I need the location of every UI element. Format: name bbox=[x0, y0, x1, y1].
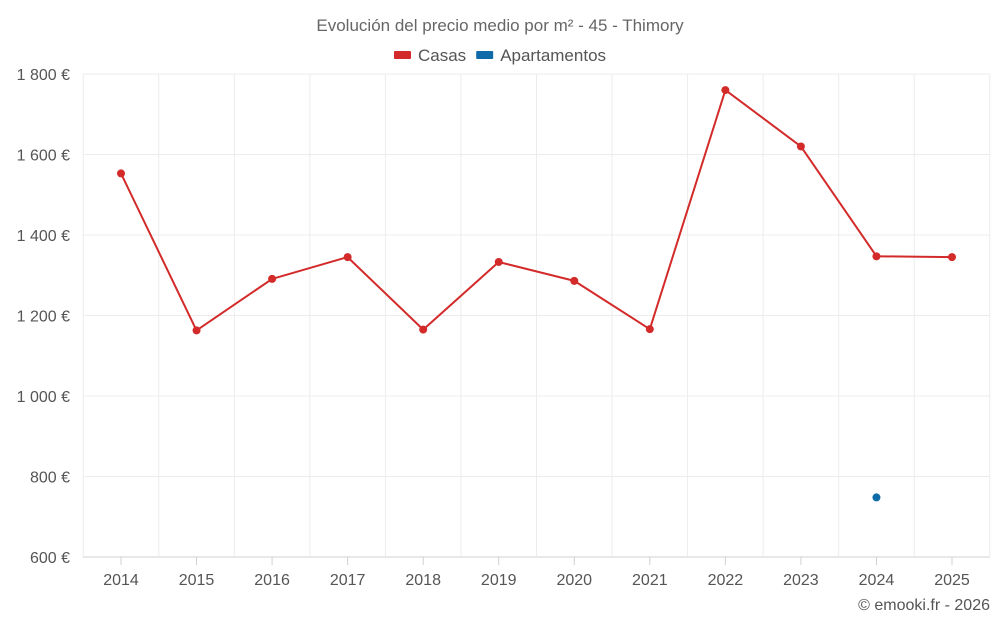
x-tick-label: 2020 bbox=[556, 572, 592, 589]
data-point-casas[interactable] bbox=[419, 325, 428, 334]
x-tick-label: 2023 bbox=[783, 572, 819, 589]
x-tick-label: 2018 bbox=[405, 572, 441, 589]
data-point-casas[interactable] bbox=[268, 274, 277, 283]
data-point-apartamentos[interactable] bbox=[872, 493, 881, 502]
x-axis: 2014 2015 2016 2017 2018 2019 2020 2021 2022 2023… bbox=[103, 557, 970, 589]
y-tick-label: 1 000 € bbox=[17, 389, 70, 406]
y-tick-label: 600 € bbox=[30, 550, 70, 567]
legend-label: Casas bbox=[418, 46, 466, 65]
chart-title: Evolución del precio medio por m² - 45 -… bbox=[316, 16, 684, 35]
data-point-casas[interactable] bbox=[570, 276, 579, 285]
y-tick-label: 1 800 € bbox=[17, 67, 70, 84]
x-tick-label: 2024 bbox=[859, 572, 895, 589]
x-tick-label: 2015 bbox=[179, 572, 215, 589]
legend-item-apartamentos[interactable]: Apartamentos bbox=[476, 46, 606, 65]
chart-credit: © emooki.fr - 2026 bbox=[858, 597, 990, 614]
legend-swatch bbox=[394, 51, 411, 59]
y-axis: 600 € 800 € 1 000 € 1 200 € 1 400 € 1 600 € 1 … bbox=[17, 67, 70, 567]
y-tick-label: 800 € bbox=[30, 470, 70, 487]
data-point-casas[interactable] bbox=[494, 257, 503, 266]
legend-label: Apartamentos bbox=[500, 46, 606, 65]
series-line-casas bbox=[120, 89, 953, 332]
data-point-casas[interactable] bbox=[948, 253, 956, 262]
x-tick-label: 2016 bbox=[254, 572, 290, 589]
grid bbox=[82, 73, 991, 558]
data-point-casas[interactable] bbox=[192, 326, 201, 335]
data-point-casas[interactable] bbox=[343, 253, 352, 262]
legend-swatch bbox=[476, 51, 494, 59]
y-tick-label: 1 400 € bbox=[17, 228, 70, 245]
data-point-casas[interactable] bbox=[645, 325, 654, 334]
data-point-casas[interactable] bbox=[721, 86, 730, 95]
data-point-casas[interactable] bbox=[872, 252, 881, 261]
y-tick-label: 1 600 € bbox=[17, 148, 70, 165]
data-point-casas[interactable] bbox=[796, 142, 805, 151]
legend: Casas Apartamentos bbox=[394, 46, 606, 65]
x-tick-label: 2022 bbox=[708, 572, 744, 589]
y-tick-label: 1 200 € bbox=[17, 309, 70, 326]
x-tick-label: 2017 bbox=[330, 572, 366, 589]
legend-item-casas[interactable]: Casas bbox=[394, 46, 466, 65]
x-tick-label: 2021 bbox=[632, 572, 668, 589]
x-tick-label: 2025 bbox=[934, 572, 970, 589]
series-layer bbox=[117, 86, 956, 502]
data-point-casas[interactable] bbox=[117, 169, 125, 178]
x-tick-label: 2019 bbox=[481, 572, 517, 589]
x-tick-label: 2014 bbox=[103, 572, 139, 589]
